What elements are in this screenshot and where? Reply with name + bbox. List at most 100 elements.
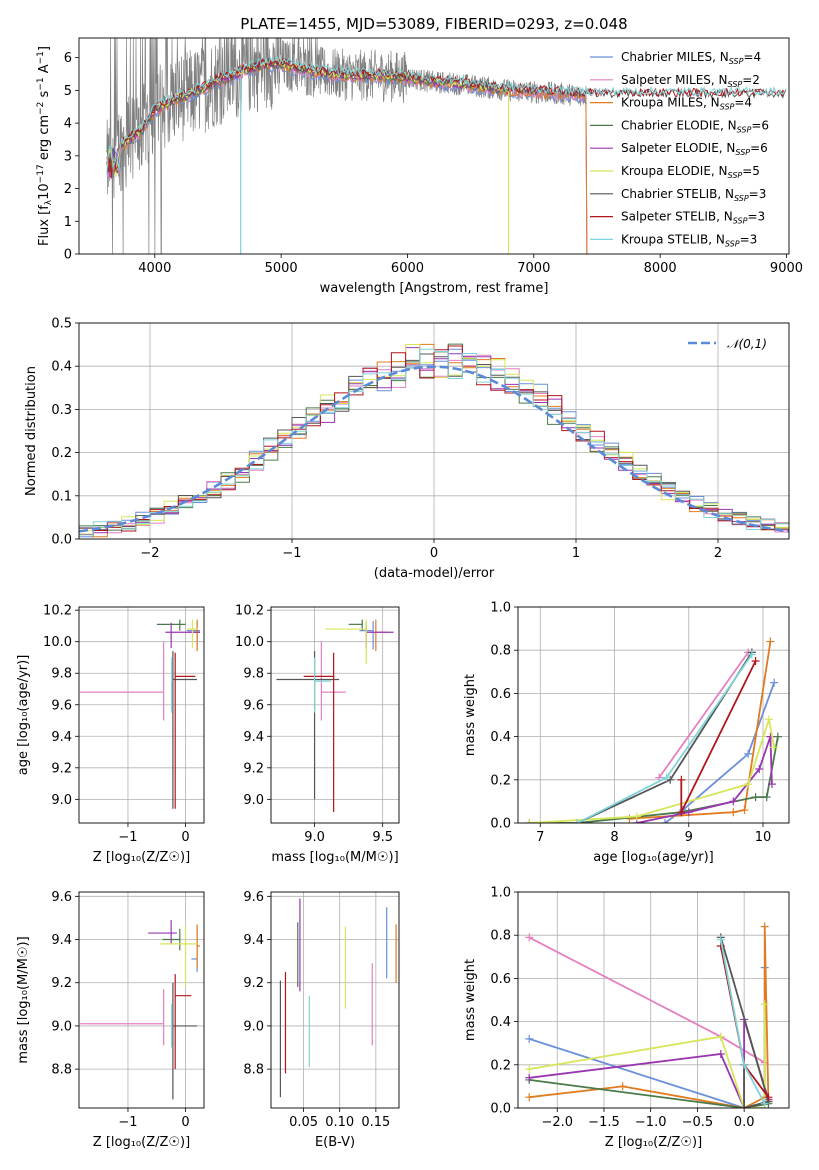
weights-line (529, 1004, 766, 1108)
legend-entry: Kroupa STELIB, NSSP=3 (621, 232, 757, 248)
errorbar-point (196, 924, 200, 968)
legend-model-name: Chabrier ELODIE, N (621, 118, 737, 132)
legend-model-name: Kroupa STELIB, N (621, 232, 725, 246)
weights-plot (525, 922, 773, 1108)
weights-marker (618, 1082, 627, 1091)
y-tick-label: 9.4 (243, 933, 264, 948)
legend-entry: Chabrier ELODIE, NSSP=6 (621, 118, 769, 134)
x-tick-label: 0 (181, 1115, 189, 1130)
weights-marker (525, 1073, 534, 1082)
x-axis-label: Z [log₁₀(Z/Z☉)] (93, 1135, 190, 1150)
y-label-part: λ (44, 199, 54, 205)
y-tick-label: 1.0 (490, 601, 511, 616)
y-tick-label: 9.6 (243, 698, 264, 713)
weights-marker (525, 819, 534, 823)
y-tick-label: 3 (64, 149, 72, 164)
observed-spectrum-line (106, 38, 587, 254)
y-tick-label: 9.6 (51, 698, 72, 713)
y-tick-label: 10.2 (235, 604, 264, 619)
y-tick-label: 0.4 (490, 1015, 511, 1030)
y-tick-label: 9.2 (51, 761, 72, 776)
weights-line (658, 651, 749, 779)
legend-subscript: SSP (733, 217, 748, 226)
y-axis-label: mass weight (463, 959, 478, 1041)
y-tick-label: 2 (64, 182, 72, 197)
x-axis-label: E(B-V) (315, 1135, 355, 1150)
weights-marker (632, 812, 641, 821)
legend-nssp-value: =5 (742, 164, 760, 178)
weights-marker (764, 1093, 773, 1102)
legend-entry: Chabrier STELIB, NSSP=3 (621, 187, 766, 203)
errorbar-point (148, 920, 177, 944)
y-label-part: erg cm (37, 115, 52, 164)
x-tick-label: 6000 (391, 261, 424, 276)
weights-marker (740, 1104, 749, 1108)
legend-model-name: Kroupa MILES, N (621, 96, 720, 110)
weights-marker (760, 1099, 769, 1108)
y-label-part: −1 (36, 77, 46, 90)
y-tick-label: 9.4 (243, 730, 264, 745)
y-tick-label: 0.2 (51, 446, 72, 461)
y-tick-label: 9.0 (243, 793, 264, 808)
y-tick-label: 0.6 (490, 687, 511, 702)
x-axis-label: wavelength [Angstrom, rest frame] (320, 281, 549, 296)
x-tick-label: 8 (610, 830, 618, 845)
x-tick-label: 5000 (265, 261, 298, 276)
x-tick-label: −1 (282, 546, 301, 561)
legend-nssp-value: =6 (750, 141, 768, 155)
normal-reference-curve (79, 365, 789, 533)
y-tick-label: 8.8 (51, 1063, 72, 1078)
y-tick-label: 6 (64, 51, 72, 66)
legend-model-name: Chabrier MILES, N (621, 50, 729, 64)
y-tick-label: 1 (64, 215, 72, 230)
errorbar-point (325, 619, 367, 664)
x-tick-label: 0.15 (361, 1115, 390, 1130)
errorbar-point (174, 652, 196, 809)
weights-marker (677, 808, 686, 817)
legend-entry: Kroupa MILES, NSSP=4 (621, 96, 752, 112)
axes-frame (78, 37, 790, 255)
errorbar-point (165, 622, 200, 648)
legend-model-name: Chabrier STELIB, N (621, 187, 734, 201)
weights-marker (755, 765, 764, 773)
axes-weights-vs-Z: −2.0 −1.5 −1.0 −0.5 0.0 0.0 0.2 0.4 0.6 0.8 1.0 Z [… (463, 886, 789, 1150)
histogram-legend: 𝒩(0,1) (688, 337, 767, 351)
x-tick-label: 9000 (770, 261, 803, 276)
legend-nssp-value: =3 (740, 232, 758, 246)
weights-marker (525, 1034, 534, 1043)
x-tick-label: 1 (572, 546, 580, 561)
x-tick-label: 7000 (517, 261, 550, 276)
errorbar-point (186, 619, 199, 648)
y-tick-label: 8.8 (243, 1063, 264, 1078)
histogram-step-line (79, 348, 789, 536)
errorbar-point (80, 989, 165, 1046)
weights-marker (773, 732, 782, 741)
y-tick-label: 9.8 (243, 667, 264, 682)
legend-nssp-value: =2 (742, 73, 760, 87)
x-tick-label: 0.0 (734, 1115, 755, 1130)
x-tick-label: 0.10 (325, 1115, 354, 1130)
y-axis-label: mass weight (463, 674, 478, 756)
y-tick-label: 9.0 (51, 1019, 72, 1034)
errorbar-point (171, 657, 173, 713)
weights-marker (716, 935, 725, 944)
weights-marker (729, 797, 738, 806)
weights-line (719, 937, 770, 1108)
y-tick-label: 9.2 (243, 761, 264, 776)
y-label-part: 10 (37, 183, 52, 200)
errorbar-point (303, 652, 335, 812)
y-axis-label: age [log₁₀(age/yr)] (16, 655, 31, 776)
weights-line (529, 926, 770, 1108)
errorbar-plot (276, 619, 394, 812)
weights-marker (661, 819, 670, 823)
weights-marker (770, 743, 779, 752)
y-tick-label: 5 (64, 84, 72, 99)
weights-marker (760, 1000, 769, 1009)
legend-entry: Salpeter STELIB, NSSP=3 (621, 210, 765, 226)
weights-marker (573, 819, 582, 823)
weights-marker (764, 715, 773, 724)
y-tick-label: 10.2 (43, 604, 72, 619)
